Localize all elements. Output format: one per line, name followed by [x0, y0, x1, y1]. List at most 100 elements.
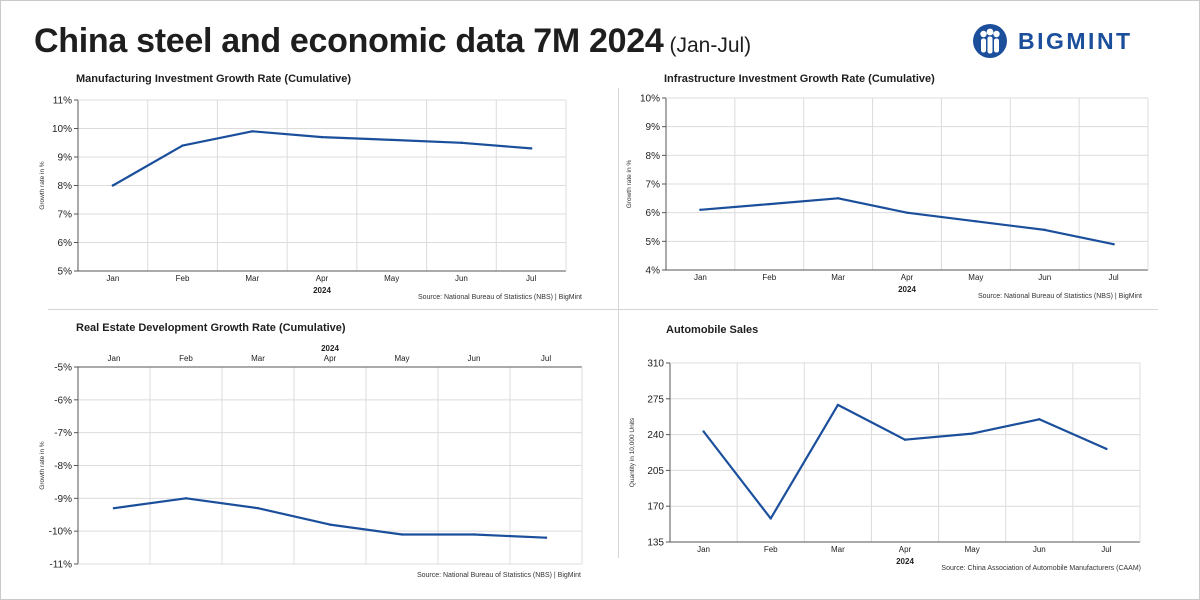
- automobile-y-tick-label: 205: [647, 466, 664, 477]
- realestate-x-tick-label: Feb: [179, 354, 193, 363]
- automobile-series-line: [702, 403, 1108, 520]
- realestate-y-tick-label: -9%: [54, 494, 72, 505]
- manufacturing-y-tick-label: 7%: [58, 210, 73, 221]
- infrastructure-x-tick-label: Jan: [694, 273, 707, 282]
- infrastructure-x-axis-label: 2024: [898, 285, 916, 294]
- realestate-data-point: [472, 533, 476, 536]
- automobile-x-tick-label: Feb: [764, 545, 778, 554]
- automobile-y-tick-label: 240: [647, 430, 664, 441]
- manufacturing-y-tick-label: 5%: [58, 267, 73, 278]
- realestate-y-tick-label: -8%: [54, 461, 72, 472]
- manufacturing-data-point: [460, 141, 463, 144]
- automobile-x-axis-label: 2024: [896, 557, 914, 566]
- page-title-sub: (Jan-Jul): [669, 34, 752, 57]
- page-title: China steel and economic data 7M 2024 (Ja…: [34, 22, 751, 61]
- realestate-data-point: [544, 536, 548, 539]
- brand-logo: BIGMINT: [972, 22, 1133, 60]
- realestate-data-point: [256, 506, 260, 510]
- automobile-y-tick-label: 310: [647, 359, 664, 370]
- infrastructure-x-tick-label: Apr: [901, 273, 914, 282]
- infrastructure-data-point: [768, 202, 771, 206]
- infrastructure-data-point: [699, 208, 702, 211]
- manufacturing-y-axis-label: Growth rate in %: [39, 161, 46, 210]
- automobile-x-tick-label: Apr: [899, 545, 912, 554]
- automobile-y-axis-label: Quantity in 10,000 Units: [629, 417, 636, 487]
- chart-title-realestate: Real Estate Development Growth Rate (Cum…: [76, 322, 346, 334]
- manufacturing-x-axis-label: 2024: [313, 286, 331, 295]
- infrastructure-x-tick-label: Jul: [1108, 273, 1118, 282]
- manufacturing-data-point: [181, 144, 184, 147]
- manufacturing-data-point: [320, 135, 324, 139]
- realestate-x-axis-label: 2024: [321, 344, 339, 353]
- realestate-x-tick-label: Mar: [251, 354, 265, 363]
- manufacturing-y-tick-label: 10%: [52, 124, 72, 135]
- panel-divider-horizontal: [48, 309, 1158, 310]
- realestate-data-point: [328, 523, 332, 526]
- infrastructure-y-axis-label: Growth rate in %: [626, 160, 633, 209]
- infrastructure-data-point: [1043, 228, 1046, 232]
- infrastructure-y-tick-label: 10%: [640, 94, 660, 105]
- manufacturing-x-tick-label: May: [384, 274, 399, 283]
- manufacturing-x-tick-label: Mar: [245, 274, 259, 283]
- manufacturing-data-point: [390, 138, 393, 142]
- chart-title-manufacturing: Manufacturing Investment Growth Rate (Cu…: [76, 73, 352, 85]
- automobile-x-tick-label: Jan: [697, 545, 710, 554]
- realestate-y-tick-label: -6%: [54, 395, 72, 406]
- manufacturing-x-tick-label: Jul: [526, 274, 536, 283]
- manufacturing-source-note: Source: National Bureau of Statistics (N…: [418, 294, 582, 301]
- brand-name: BIGMINT: [1018, 27, 1133, 54]
- realestate-data-point: [400, 533, 404, 536]
- automobile-data-point: [769, 517, 772, 520]
- realestate-data-point: [112, 506, 116, 510]
- infrastructure-y-tick-label: 8%: [646, 151, 661, 162]
- manufacturing-x-tick-label: Apr: [316, 274, 329, 283]
- automobile-data-point: [1038, 418, 1041, 421]
- automobile-y-tick-label: 275: [647, 394, 664, 405]
- automobile-x-tick-label: Jun: [1033, 545, 1046, 554]
- infrastructure-data-point: [905, 211, 909, 214]
- realestate-source-note: Source: National Bureau of Statistics (N…: [417, 572, 581, 579]
- realestate-data-point: [184, 497, 188, 500]
- automobile-y-tick-label: 135: [647, 538, 664, 549]
- realestate-series-line: [112, 497, 548, 539]
- manufacturing-data-point: [111, 184, 115, 187]
- automobile-data-point: [702, 430, 705, 433]
- realestate-y-tick-label: -5%: [54, 363, 72, 374]
- infrastructure-x-tick-label: Mar: [831, 273, 845, 282]
- manufacturing-data-point: [251, 130, 254, 133]
- manufacturing-series-line: [111, 130, 533, 187]
- chart-title-infrastructure: Infrastructure Investment Growth Rate (C…: [664, 73, 935, 85]
- realestate-y-axis-label: Growth rate in %: [39, 441, 46, 490]
- automobile-data-point: [903, 438, 907, 441]
- manufacturing-y-tick-label: 9%: [58, 153, 73, 164]
- bigmint-logo-icon: [973, 24, 1007, 58]
- infrastructure-series-line: [699, 197, 1115, 246]
- infrastructure-y-tick-label: 5%: [646, 237, 661, 248]
- manufacturing-y-tick-label: 11%: [53, 96, 72, 107]
- automobile-source-note: Source: China Association of Automobile …: [941, 565, 1141, 572]
- realestate-x-tick-label: Jul: [541, 354, 551, 363]
- realestate-y-tick-label: -10%: [49, 527, 72, 538]
- automobile-x-tick-label: May: [965, 545, 980, 554]
- infrastructure-x-tick-label: May: [968, 273, 983, 282]
- page-title-main: China steel and economic data 7M 2024: [34, 22, 664, 60]
- manufacturing-y-tick-label: 8%: [58, 181, 73, 192]
- realestate-y-tick-label: -7%: [54, 428, 72, 439]
- realestate-y-tick-label: -11%: [49, 560, 72, 571]
- automobile-data-point: [1105, 447, 1108, 451]
- manufacturing-x-tick-label: Jun: [455, 274, 468, 283]
- realestate-x-tick-label: Jun: [468, 354, 481, 363]
- automobile-x-tick-label: Jul: [1101, 545, 1111, 554]
- automobile-x-tick-label: Mar: [831, 545, 845, 554]
- manufacturing-x-tick-label: Feb: [176, 274, 190, 283]
- infrastructure-data-point: [1112, 243, 1115, 246]
- infrastructure-y-tick-label: 9%: [646, 122, 661, 133]
- infrastructure-y-tick-label: 4%: [646, 266, 661, 277]
- manufacturing-x-tick-label: Jan: [106, 274, 119, 283]
- automobile-y-tick-label: 170: [647, 502, 664, 513]
- manufacturing-data-point: [529, 147, 533, 150]
- infrastructure-source-note: Source: National Bureau of Statistics (N…: [978, 293, 1142, 300]
- infrastructure-x-tick-label: Feb: [762, 273, 776, 282]
- realestate-x-tick-label: May: [394, 354, 409, 363]
